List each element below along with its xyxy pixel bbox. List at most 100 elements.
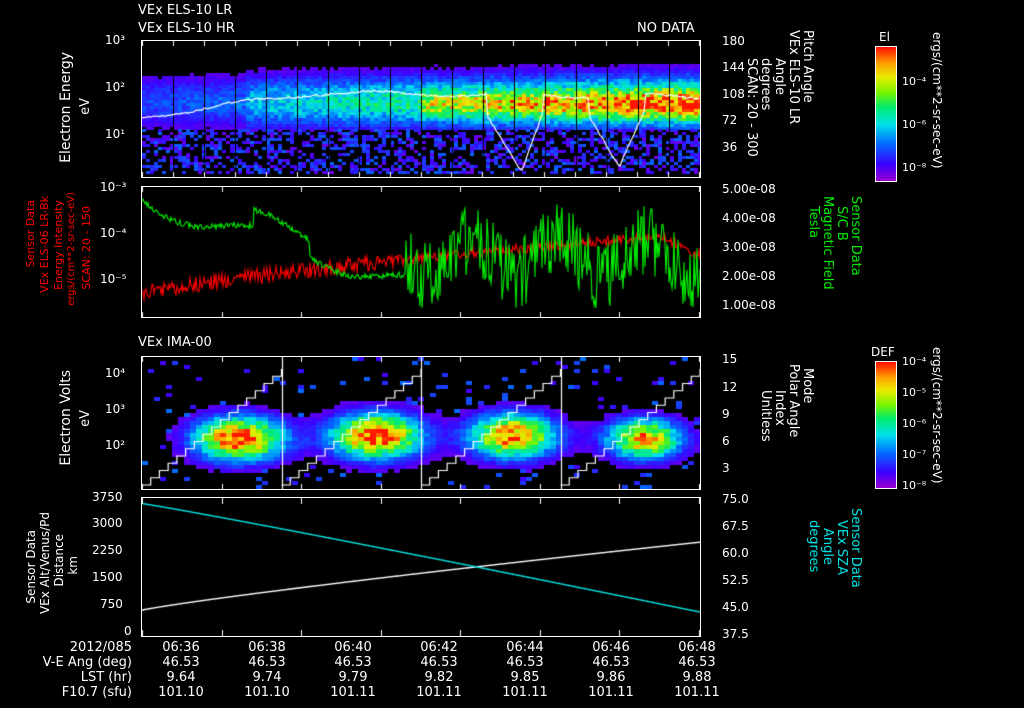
panel3-colorbar-tick-0: 10⁻⁴ [902, 355, 927, 368]
panel1-ytick-right-3: 72 [722, 113, 738, 127]
axis-cell: 101.11 [502, 685, 548, 700]
axis-cell: 06:38 [248, 640, 286, 655]
panel2-ytick-left-0: 10⁻³ [100, 180, 127, 194]
panel3-colorbar-title: DEF [871, 345, 895, 359]
table-row: F10.7 (sfu) 101.10 101.10 101.11 101.11 101.1… [0, 685, 740, 700]
panel3-ytick-left-2: 10² [105, 438, 126, 452]
panel1-colorbar-tick-0: 10⁻⁴ [902, 75, 927, 88]
panel3-ylabel-right-3: Unitless [758, 390, 773, 442]
panel4-ytick-left-4: 750 [100, 597, 123, 611]
panel2-ylabel-right-0: Sensor Data [848, 196, 863, 276]
axis-annotation-table: 2012/085 06:36 06:38 06:40 06:42 06:44 06:46 06… [0, 640, 740, 700]
axis-cell: 9.85 [510, 670, 540, 685]
axis-cell: 9.86 [596, 670, 626, 685]
axis-cell: 06:48 [678, 640, 716, 655]
panel3-ylabel-right-0: Mode [800, 368, 815, 404]
panel1-colorbar [875, 46, 897, 182]
axis-cell: 46.53 [678, 655, 716, 670]
axis-cell: 46.53 [420, 655, 458, 670]
panel4-plot-frame [141, 497, 701, 637]
panel3-ytick-left-0: 10⁴ [105, 366, 126, 380]
panel1-ylabel-right-1: VEx ELS-10 LR [786, 30, 801, 125]
panel3-colorbar [875, 361, 897, 489]
panel3-ytick-right-3: 6 [722, 434, 730, 448]
panel1-no-data-label: NO DATA [637, 21, 695, 36]
panel1-colorbar-title: El [879, 30, 890, 44]
panel4-ytick-left-2: 2250 [92, 543, 123, 557]
panel1-ylabel-right-2: Angle [772, 58, 787, 95]
panel3-ytick-left-1: 10³ [105, 402, 126, 416]
panel2-ylabel-left-0: Sensor Data [24, 200, 37, 268]
panel1-ylabel-left-energy: Electron Energy [58, 52, 74, 163]
axis-row-label: 2012/085 [69, 640, 132, 655]
axis-row-label: LST (hr) [80, 670, 132, 685]
panel1-title-lr: VEx ELS-10 LR [138, 3, 233, 18]
panel1-ytick-right-0: 180 [722, 34, 745, 48]
panel1-ytick-left-1: 10² [105, 80, 126, 94]
panel2-ytick-right-2: 3.00e-08 [722, 240, 776, 254]
panel4-line-canvas [142, 498, 700, 636]
panel4-ytick-left-3: 1500 [92, 570, 123, 584]
panel2-ylabel-right-2: Magnetic Field [820, 196, 835, 290]
panel4-ytick-left-0: 3750 [92, 490, 123, 504]
table-row: 2012/085 06:36 06:38 06:40 06:42 06:44 06:46 06… [0, 640, 740, 655]
panel2-plot-frame [141, 186, 701, 318]
panel3-ylabel-right-2: Index [772, 390, 787, 426]
panel1-colorbar-unit: ergs/(cm**2-sr-sec-eV) [930, 32, 944, 169]
panel4-ylabel-right-0: Sensor Data [848, 508, 863, 588]
panel1-title-hr: VEx ELS-10 HR [138, 21, 235, 36]
axis-cell: 46.53 [162, 655, 200, 670]
axis-row-label: F10.7 (sfu) [61, 685, 132, 700]
panel3-ytick-right-2: 9 [722, 407, 730, 421]
axis-cell: 9.74 [252, 670, 282, 685]
panel3-ylabel-left-0: Electron Volts [58, 370, 74, 466]
panel1-spectrogram-canvas [142, 41, 700, 177]
panel2-ylabel-right-3: Tesla [806, 206, 821, 239]
panel4-ytick-right-2: 60.0 [722, 546, 749, 560]
panel2-ytick-right-0: 5.00e-08 [722, 182, 776, 196]
table-row: V-E Ang (deg) 46.53 46.53 46.53 46.53 46.53 46… [0, 655, 740, 670]
panel2-ylabel-left-3: ergs/(cm**2-sr-sec-eV) [66, 192, 77, 306]
axis-row-label: V-E Ang (deg) [42, 655, 132, 670]
panel4-ylabel-left-0: Sensor Data [24, 530, 38, 604]
axis-cell: 9.88 [682, 670, 712, 685]
panel1-plot-frame [141, 40, 701, 178]
panel1-ylabel-right-4: SCAN: 20 - 300 [744, 58, 759, 157]
panel4-ytick-left-5: 0 [124, 624, 132, 638]
axis-cell: 06:36 [162, 640, 200, 655]
panel3-colorbar-tick-3: 10⁻⁷ [902, 448, 927, 461]
axis-cell: 46.53 [248, 655, 286, 670]
panel1-colorbar-gradient [876, 47, 896, 181]
panel3-ytick-right-4: 3 [722, 461, 730, 475]
panel3-spectrogram-canvas [142, 357, 700, 489]
panel4-ylabel-right-3: degrees [806, 520, 821, 573]
axis-cell: 101.10 [244, 685, 290, 700]
panel1-ytick-right-1: 144 [722, 60, 745, 74]
panel4-ylabel-left-2: Distance [52, 534, 66, 587]
axis-cell: 06:42 [420, 640, 458, 655]
panel3-ytick-right-1: 12 [722, 380, 738, 394]
panel1-colorbar-tick-1: 10⁻⁶ [902, 118, 927, 131]
panel1-ytick-right-2: 108 [722, 87, 745, 101]
panel1-ylabel-right-0: Pitch Angle [800, 30, 815, 103]
panel2-ytick-left-2: 10⁻⁵ [100, 272, 127, 286]
panel2-ytick-right-4: 1.00e-08 [722, 298, 776, 312]
panel4-ytick-right-4: 45.0 [722, 600, 749, 614]
panel3-colorbar-tick-1: 10⁻⁵ [902, 386, 927, 399]
axis-cell: 9.79 [338, 670, 368, 685]
panel2-ylabel-left-2: Energy Intensity [52, 200, 65, 290]
panel2-ylabel-left-1: VEx ELS-06 LR-Bk [38, 196, 51, 293]
axis-cell: 101.11 [416, 685, 462, 700]
panel1-ytick-left-2: 10¹ [105, 127, 126, 141]
table-row: LST (hr) 9.64 9.74 9.79 9.82 9.85 9.86 9.88 [0, 670, 740, 685]
panel1-ytick-left-0: 10³ [105, 33, 126, 47]
panel4-ytick-right-0: 75.0 [722, 492, 749, 506]
panel3-ytick-right-0: 15 [722, 352, 738, 366]
panel2-ylabel-right-1: S/C B [834, 206, 849, 241]
panel1-ytick-right-4: 36 [722, 140, 738, 154]
panel3-title: VEx IMA-00 [138, 335, 212, 350]
axis-cell: 101.10 [158, 685, 204, 700]
axis-cell: 9.64 [166, 670, 196, 685]
panel1-ylabel-left-unit: eV [78, 98, 93, 115]
